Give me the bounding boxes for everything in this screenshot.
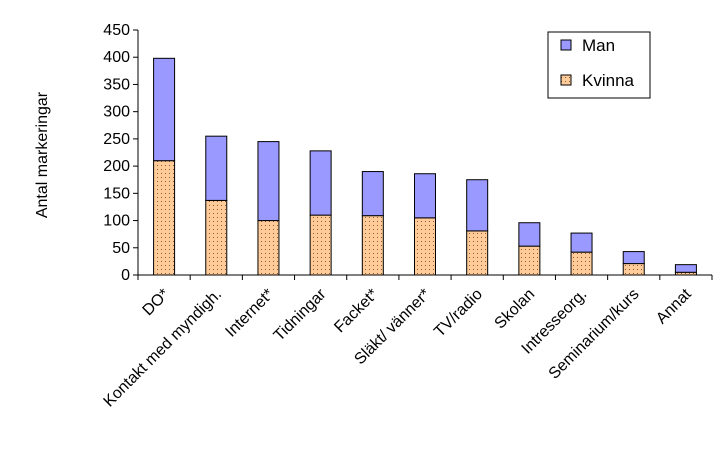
- bar-man: [205, 135, 228, 201]
- x-axis-labels: DO*Kontakt med myndigh.Internet*Tidninga…: [101, 285, 696, 410]
- y-tick-label: 250: [103, 131, 130, 148]
- y-axis-ticks: 0 50 100 150 200 250 300 350 400 450: [103, 22, 138, 284]
- y-tick-label: 350: [103, 76, 130, 93]
- bar-kvinna: [570, 251, 593, 276]
- y-tick-label: 50: [112, 240, 130, 257]
- bar-kvinna: [257, 220, 280, 276]
- bar-kvinna: [518, 245, 541, 276]
- bar-kvinna: [622, 263, 645, 276]
- legend: Man Kvinna: [547, 31, 651, 99]
- y-tick-label: 300: [103, 104, 130, 121]
- legend-swatch-kvinna: [560, 74, 572, 86]
- axes: [137, 30, 713, 280]
- y-tick-label: 400: [103, 49, 130, 66]
- bar-man: [153, 57, 176, 162]
- x-tick-label: Annat: [653, 285, 695, 327]
- bar-kvinna: [205, 199, 228, 276]
- y-tick-label: 0: [121, 267, 130, 284]
- bar-kvinna: [414, 217, 436, 276]
- y-axis-title: Antal markeringar: [34, 91, 51, 218]
- bar-kvinna: [309, 214, 332, 276]
- x-tick-label: DO*: [140, 286, 173, 319]
- legend-label-kvinna: Kvinna: [582, 71, 635, 90]
- bar-man: [361, 171, 384, 217]
- y-tick-label: 100: [103, 213, 130, 230]
- legend-label-man: Man: [582, 36, 615, 55]
- bar-man: [518, 222, 541, 247]
- x-tick-label: Skolan: [492, 286, 539, 333]
- bar-kvinna: [466, 230, 489, 276]
- bar-man: [257, 141, 280, 222]
- x-tick-label: Tidningar: [271, 285, 330, 344]
- x-tick-label: Internet*: [222, 286, 277, 341]
- x-tick-label: Facket*: [331, 286, 381, 336]
- bar-kvinna: [153, 160, 176, 276]
- bar-man: [622, 251, 645, 265]
- y-tick-label: 450: [103, 22, 130, 39]
- x-tick-label: TV/radio: [431, 286, 486, 341]
- bar-man: [414, 173, 436, 219]
- bar-kvinna: [361, 215, 384, 276]
- y-tick-label: 150: [103, 185, 130, 202]
- x-tick-label: Seminarium/kurs: [546, 286, 643, 383]
- bar-man: [570, 232, 593, 253]
- y-tick-label: 200: [103, 158, 130, 175]
- bar-man: [309, 150, 332, 216]
- bar-man: [466, 179, 489, 232]
- bar-man: [674, 264, 697, 273]
- legend-swatch-man: [560, 39, 572, 51]
- bars: [153, 57, 697, 276]
